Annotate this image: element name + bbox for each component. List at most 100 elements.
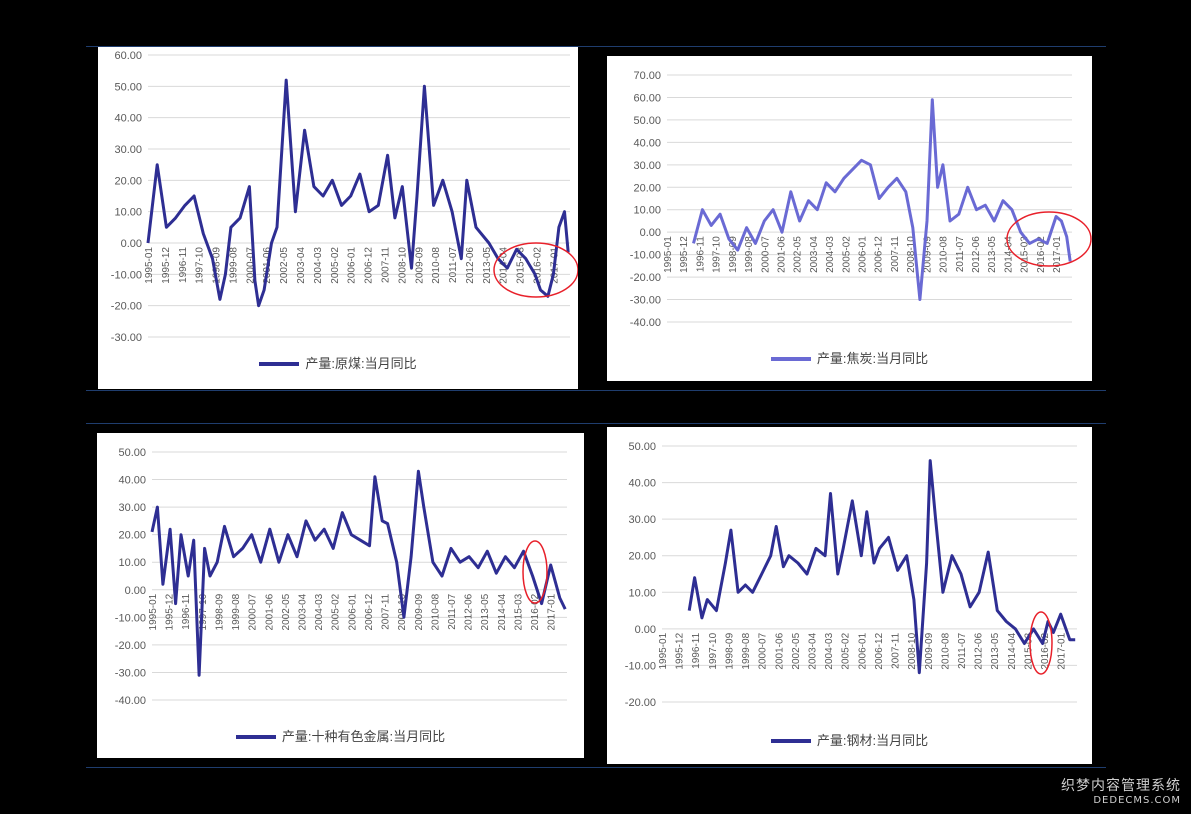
- x-tick-label: 1995-12: [165, 593, 176, 630]
- legend-steel: 产量:钢材:当月同比: [607, 730, 1092, 749]
- x-tick-label: 2003-04: [296, 247, 307, 284]
- y-tick-label: 10.00: [628, 587, 656, 599]
- x-tick-label: 2011-07: [957, 632, 968, 668]
- y-tick-label: -10.00: [630, 250, 661, 262]
- x-tick-label: 2014-04: [497, 593, 508, 630]
- x-tick-label: 2016-02: [1040, 632, 1051, 669]
- x-tick-label: 1995-12: [675, 632, 686, 669]
- x-tick-label: 1995-01: [658, 632, 669, 669]
- y-tick-label: -30.00: [115, 667, 146, 679]
- watermark: 织梦内容管理系统 DEDECMS.COM: [1061, 778, 1181, 806]
- y-tick-label: 0.00: [640, 227, 661, 239]
- x-tick-label: 2009-09: [922, 236, 933, 273]
- x-tick-label: 2006-01: [857, 632, 868, 669]
- x-tick-label: 2000-07: [245, 247, 256, 284]
- chart-panel-steel: 50.00 40.00 30.00 20.00 10.00 0.00 -10.00 -20.0…: [607, 427, 1092, 764]
- x-tick-label: 2013-05: [987, 236, 998, 273]
- legend-nonferrous: 产量:十种有色金属:当月同比: [97, 726, 584, 745]
- x-tick-label: 2009-09: [924, 632, 935, 669]
- y-tick-label: 60.00: [633, 92, 661, 104]
- x-tick-label: 2000-07: [758, 632, 769, 669]
- y-tick-label: 0.00: [125, 585, 146, 597]
- x-tick-label: 1997-10: [712, 236, 723, 273]
- divider-top: [86, 46, 1106, 47]
- x-tick-label: 2001-06: [264, 593, 275, 630]
- highlight-ellipse: [1006, 211, 1092, 267]
- x-tick-label: 2007-11: [381, 593, 392, 629]
- x-tick-label: 2010-08: [940, 632, 951, 669]
- legend-swatch: [259, 361, 300, 366]
- x-tick-label: 1995-12: [679, 236, 690, 273]
- x-tick-label: 2006-12: [364, 593, 375, 630]
- watermark-line1: 织梦内容管理系统: [1061, 778, 1181, 795]
- x-tick-label: 1996-11: [695, 236, 706, 272]
- x-tick-label: 2011-07: [448, 247, 459, 283]
- x-tick-label: 2004-03: [824, 632, 835, 669]
- x-tick-label: 2009-09: [414, 593, 425, 630]
- y-tick-label: 70.00: [633, 70, 661, 82]
- x-tick-label: 2016-02: [1036, 236, 1047, 273]
- legend-swatch: [235, 734, 276, 739]
- series-line: [692, 98, 1072, 301]
- x-tick-label: 2007-11: [380, 247, 391, 283]
- x-tick-label: 2000-07: [760, 236, 771, 273]
- x-tick-label: 2012-06: [974, 632, 985, 669]
- y-tick-label: -20.00: [115, 640, 146, 652]
- x-tick-label: 1996-11: [691, 632, 702, 668]
- x-tick-label: 2016-02: [533, 247, 544, 284]
- chart-svg-nonferrous: 50.00 40.00 30.00 20.00 10.00 0.00 -10.00 -20.0…: [115, 447, 567, 707]
- x-tick-label: 2002-05: [281, 593, 292, 630]
- x-tick-label: 2015-03: [1020, 236, 1031, 273]
- y-tick-label: 20.00: [633, 182, 661, 194]
- x-tick-label: 1996-11: [181, 593, 192, 629]
- x-tick-label: 2017-01: [1052, 236, 1063, 273]
- x-tick-label: 1998-09: [728, 236, 739, 273]
- x-tick-label: 2005-02: [331, 593, 342, 630]
- y-tick-label: 20.00: [114, 175, 142, 187]
- x-tick-label: 2004-03: [825, 236, 836, 273]
- divider-upper-bottom: [86, 390, 1106, 391]
- y-tick-label: 30.00: [628, 514, 656, 526]
- legend-swatch: [770, 356, 811, 361]
- x-tick-label: 2006-12: [874, 236, 885, 273]
- divider-bottom: [86, 767, 1106, 768]
- y-tick-label: -20.00: [111, 301, 142, 313]
- x-tick-label: 2008-10: [397, 247, 408, 284]
- x-tick-label: 2013-05: [482, 247, 493, 284]
- x-tick-label: 2012-06: [465, 247, 476, 284]
- x-tick-label: 2010-08: [939, 236, 950, 273]
- x-tick-label: 2000-07: [248, 593, 259, 630]
- x-tick-label: 2003-04: [809, 236, 820, 273]
- x-tick-label: 1998-09: [214, 593, 225, 630]
- x-tick-label: 2002-05: [279, 247, 290, 284]
- highlight-ellipse: [1029, 611, 1053, 675]
- x-tick-label: 2008-10: [906, 236, 917, 273]
- x-tick-label: 1996-11: [178, 247, 189, 283]
- x-tick-label: 1999-08: [231, 593, 242, 630]
- chart-panel-coke: 70.00 60.00 50.00 40.00 30.00 20.00 10.00 0.00 -…: [607, 56, 1092, 381]
- x-tick-label: 2017-01: [547, 593, 558, 630]
- chart-svg-steel: 50.00 40.00 30.00 20.00 10.00 0.00 -10.00 -20.0…: [625, 441, 1077, 709]
- y-tick-label: 0.00: [121, 238, 142, 250]
- divider-lower-top: [86, 423, 1106, 424]
- y-tick-label: 0.00: [635, 624, 656, 636]
- x-tick-label: 2006-12: [364, 247, 375, 284]
- x-tick-label: 1995-01: [663, 236, 674, 273]
- y-tick-label: 40.00: [118, 475, 146, 487]
- x-tick-label: 2003-04: [808, 632, 819, 669]
- x-tick-label: 1999-08: [228, 247, 239, 284]
- x-tick-label: 2009-09: [414, 247, 425, 284]
- series-line: [687, 459, 1076, 675]
- y-tick-label: 50.00: [628, 441, 656, 453]
- x-tick-label: 2003-04: [298, 593, 309, 630]
- x-tick-label: 2012-06: [971, 236, 982, 273]
- x-tick-label: 2013-05: [990, 632, 1001, 669]
- x-tick-label: 2011-07: [955, 236, 966, 272]
- x-tick-label: 2015-03: [1023, 632, 1034, 669]
- legend-label: 产量:钢材:当月同比: [816, 733, 929, 748]
- chart-panel-coal: 60.00 50.00 40.00 30.00 20.00 10.00 0.00 -10.00…: [98, 47, 578, 389]
- x-tick-label: 2004-03: [314, 593, 325, 630]
- y-tick-label: 30.00: [114, 144, 142, 156]
- y-tick-label: 10.00: [114, 207, 142, 219]
- x-tick-label: 2007-11: [890, 236, 901, 272]
